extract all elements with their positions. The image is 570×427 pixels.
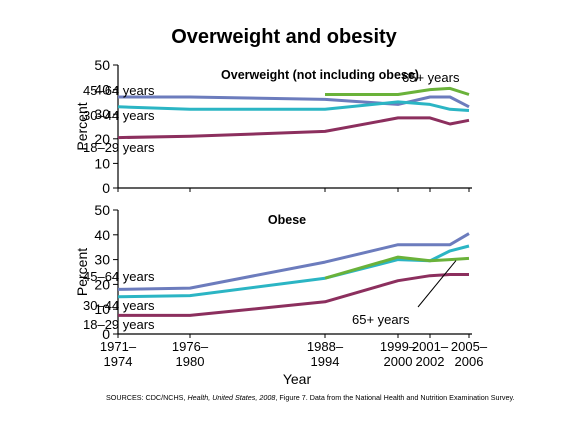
series-label: 45–64 years xyxy=(83,269,155,284)
y-tick-label: 0 xyxy=(102,180,110,196)
x-tick-label: 1999– xyxy=(380,339,417,354)
y-tick-label: 40 xyxy=(94,82,110,98)
series-line xyxy=(117,244,470,299)
x-tick-label: 1994 xyxy=(311,354,340,369)
x-tick-label: 2000 xyxy=(384,354,413,369)
series-line xyxy=(117,232,470,291)
x-axis-label: Year xyxy=(283,371,312,387)
source-suffix: , Figure 7. Data from the National Healt… xyxy=(275,393,515,402)
series-label: 18–29 years xyxy=(83,140,155,155)
series-line xyxy=(118,273,469,317)
label-leader-line xyxy=(417,260,457,308)
chart-title: Overweight and obesity xyxy=(171,26,397,48)
series-label: 45–64 years xyxy=(83,83,155,98)
x-tick-label: 1988– xyxy=(307,339,344,354)
y-axis-label: Percent xyxy=(74,248,90,296)
series-label: 30–44 years xyxy=(83,108,155,123)
y-tick-label: 30 xyxy=(94,252,110,268)
y-tick-label: 50 xyxy=(94,57,110,73)
source-italic: Health, United States, 2008 xyxy=(187,393,276,402)
x-tick-label: 1974 xyxy=(104,354,133,369)
x-tick-label: 2006 xyxy=(455,354,484,369)
y-tick-label: 30 xyxy=(94,106,110,122)
series-line xyxy=(325,86,470,96)
y-axis-label: Percent xyxy=(74,102,90,150)
series-label: 18–29 years xyxy=(83,317,155,332)
series-line xyxy=(118,95,470,109)
y-tick-label: 40 xyxy=(94,227,110,243)
source-prefix: SOURCES: CDC/NCHS, xyxy=(106,393,188,402)
x-tick-label: 2001– xyxy=(412,339,449,354)
y-tick-label: 0 xyxy=(102,326,110,342)
series-line xyxy=(117,100,470,112)
series-label: 65+ years xyxy=(402,70,460,85)
y-tick-label: 10 xyxy=(94,301,110,317)
x-tick-label: 2002 xyxy=(416,354,445,369)
series-label: 65+ years xyxy=(352,312,410,327)
series-line xyxy=(117,116,470,140)
series-line xyxy=(324,255,470,280)
source-note: SOURCES: CDC/NCHS, Health, United States… xyxy=(106,393,515,402)
x-tick-label: 1971– xyxy=(100,339,137,354)
y-tick-label: 20 xyxy=(94,131,110,147)
x-tick-label: 1976– xyxy=(172,339,209,354)
x-tick-label: 1980 xyxy=(176,354,205,369)
x-tick-label: 2005– xyxy=(451,339,488,354)
y-tick-label: 50 xyxy=(94,202,110,218)
y-tick-label: 20 xyxy=(94,276,110,292)
panel-title: Overweight (not including obese) xyxy=(221,68,419,82)
panel-title: Obese xyxy=(268,213,306,227)
series-label: 30–44 years xyxy=(83,298,155,313)
y-tick-label: 10 xyxy=(94,155,110,171)
